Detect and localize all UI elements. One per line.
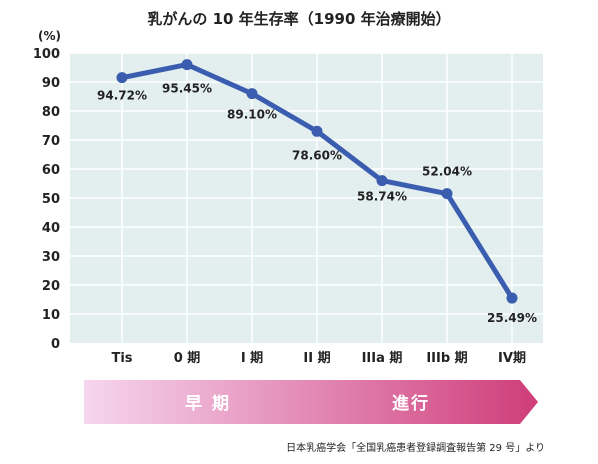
y-axis-unit: (%) bbox=[38, 29, 61, 43]
y-tick-label: 40 bbox=[42, 221, 60, 236]
y-tick-label: 100 bbox=[33, 47, 60, 62]
data-label: 95.45% bbox=[162, 82, 212, 96]
x-tick-label: Tis bbox=[111, 351, 132, 366]
data-label: 52.04% bbox=[422, 165, 472, 179]
y-tick-label: 10 bbox=[42, 308, 60, 323]
y-tick-label: 60 bbox=[42, 163, 60, 178]
chart-title: 乳がんの 10 年生存率（1990 年治療開始） bbox=[147, 10, 450, 28]
y-tick-label: 90 bbox=[42, 76, 60, 91]
y-tick-label: 70 bbox=[42, 134, 60, 149]
source-note: 日本乳癌学会「全国乳癌患者登録調査報告第 29 号」より bbox=[286, 441, 545, 454]
advanced-stage-label: 進行 bbox=[392, 393, 430, 414]
x-tick-label: II 期 bbox=[303, 351, 330, 366]
x-axis-ticks: Tis 0 期 I 期 II 期 IIIa 期 IIIb 期 IV期 bbox=[111, 351, 525, 366]
data-points bbox=[116, 59, 518, 304]
x-tick-label: IIIa 期 bbox=[362, 351, 403, 366]
x-tick-label: I 期 bbox=[241, 351, 263, 366]
early-stage-label: 早 期 bbox=[185, 394, 231, 414]
y-tick-label: 0 bbox=[51, 337, 60, 352]
data-point bbox=[116, 72, 128, 84]
data-point bbox=[246, 88, 258, 100]
data-point bbox=[376, 175, 388, 187]
grid bbox=[70, 52, 543, 343]
y-tick-label: 80 bbox=[42, 105, 60, 120]
y-tick-label: 30 bbox=[42, 250, 60, 265]
y-tick-label: 50 bbox=[42, 192, 60, 207]
data-label: 25.49% bbox=[487, 311, 537, 325]
data-label: 94.72% bbox=[97, 89, 147, 103]
x-tick-label: IV期 bbox=[498, 351, 526, 366]
x-tick-label: IIIb 期 bbox=[426, 351, 467, 366]
y-tick-label: 20 bbox=[42, 279, 60, 294]
data-point bbox=[441, 188, 453, 200]
data-label: 58.74% bbox=[357, 190, 407, 204]
data-label: 89.10% bbox=[227, 108, 277, 122]
data-point bbox=[506, 292, 518, 304]
stage-progression-arrow bbox=[84, 380, 538, 424]
data-point bbox=[311, 125, 323, 137]
data-point bbox=[181, 59, 193, 71]
data-labels: 94.72% 95.45% 89.10% 78.60% 58.74% 52.04% 25.4… bbox=[97, 82, 537, 325]
x-tick-label: 0 期 bbox=[174, 351, 201, 366]
y-axis-ticks: 0 10 20 30 40 50 60 70 80 90 100 bbox=[33, 47, 60, 352]
data-label: 78.60% bbox=[292, 148, 342, 162]
